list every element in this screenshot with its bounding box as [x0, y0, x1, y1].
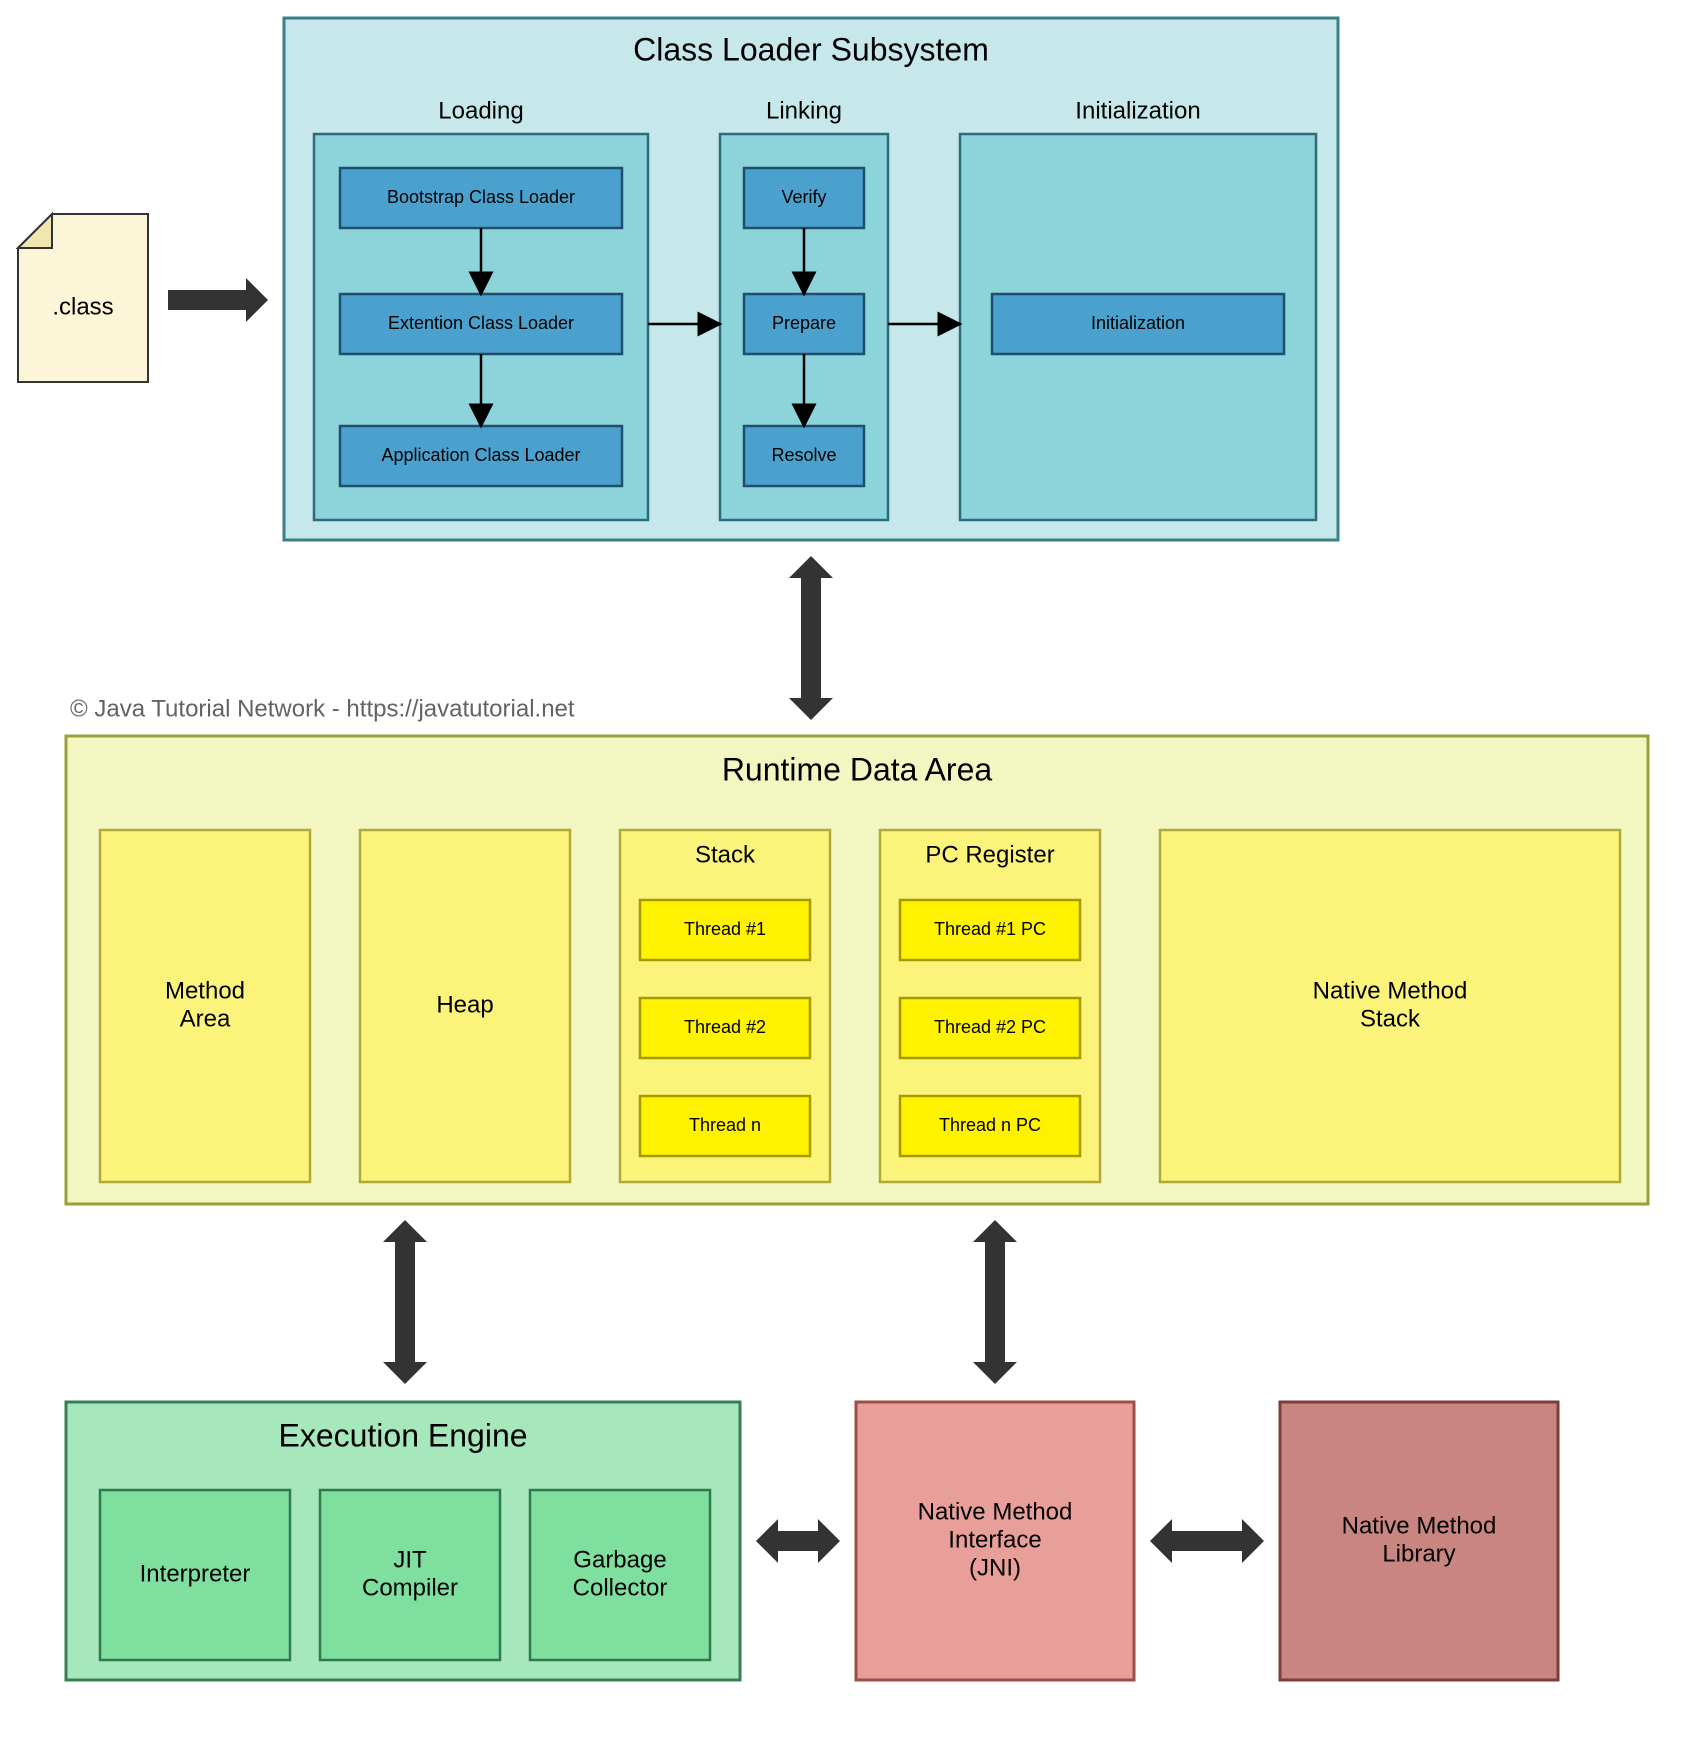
exec-box-label-1: JIT [393, 1546, 427, 1573]
linking-box-label-0: Verify [781, 187, 826, 207]
loading-label: Loading [438, 97, 523, 124]
jni-label: (JNI) [969, 1554, 1021, 1581]
exec-box-label-0: Interpreter [140, 1560, 251, 1587]
thick-double-arrow-1 [383, 1220, 427, 1384]
class-loader-title: Class Loader Subsystem [633, 31, 989, 67]
pc-register-box-label-2: Thread n PC [939, 1115, 1041, 1135]
native-method-stack-label: Native Method [1313, 977, 1468, 1004]
exec-box-label-2: Garbage [573, 1546, 666, 1573]
pc-register-box-label-1: Thread #2 PC [934, 1017, 1046, 1037]
loading-box-label-2: Application Class Loader [381, 445, 580, 465]
thick-double-arrow-4 [1150, 1519, 1264, 1563]
jni-label: Interface [948, 1526, 1041, 1553]
linking-label: Linking [766, 97, 842, 124]
init-box-label: Initialization [1091, 313, 1185, 333]
method-area-label: Area [180, 1005, 231, 1032]
exec-box-label-1: Compiler [362, 1574, 458, 1601]
stack-box-label-0: Thread #1 [684, 919, 766, 939]
linking-box-label-2: Resolve [771, 445, 836, 465]
loading-box-label-0: Bootstrap Class Loader [387, 187, 575, 207]
exec-box-label-2: Collector [573, 1574, 668, 1601]
stack-box-label-1: Thread #2 [684, 1017, 766, 1037]
thick-double-arrow-2 [973, 1220, 1017, 1384]
init-label: Initialization [1075, 97, 1200, 124]
stack-box-label-2: Thread n [689, 1115, 761, 1135]
thick-double-arrow-3 [756, 1519, 840, 1563]
pc-register-label: PC Register [925, 841, 1054, 868]
thick-double-arrow-0 [789, 556, 833, 720]
class-file-label: .class [52, 293, 113, 320]
method-area-label: Method [165, 977, 245, 1004]
copyright-text: © Java Tutorial Network - https://javatu… [70, 695, 575, 722]
jni-label: Native Method [918, 1498, 1073, 1525]
thick-arrow-0 [168, 278, 268, 322]
execution-engine-title: Execution Engine [278, 1417, 527, 1453]
loading-box-label-1: Extention Class Loader [388, 313, 574, 333]
native-lib-label: Library [1382, 1540, 1455, 1567]
native-lib-label: Native Method [1342, 1512, 1497, 1539]
pc-register-box-label-0: Thread #1 PC [934, 919, 1046, 939]
heap-label: Heap [436, 991, 493, 1018]
runtime-title: Runtime Data Area [722, 751, 993, 787]
stack-label: Stack [695, 841, 756, 868]
native-method-stack-label: Stack [1360, 1005, 1421, 1032]
linking-box-label-1: Prepare [772, 313, 836, 333]
